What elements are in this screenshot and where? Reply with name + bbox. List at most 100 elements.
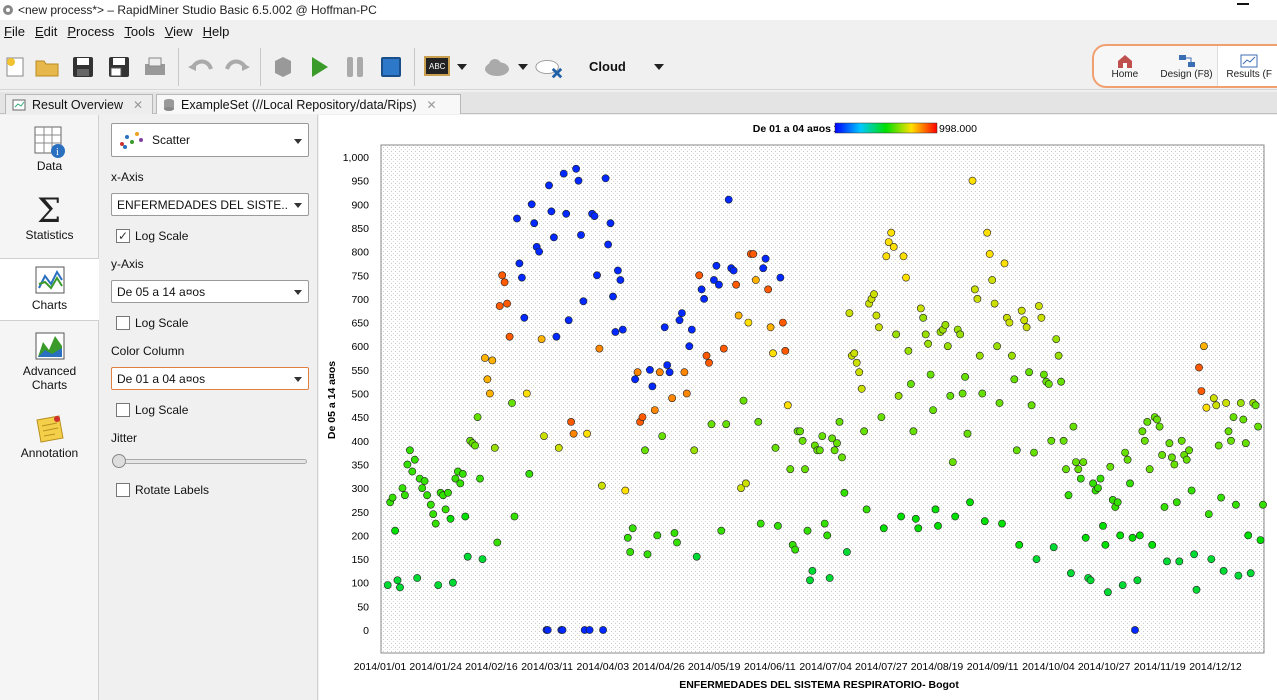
menu-file[interactable]: File <box>4 23 25 39</box>
data-point <box>879 524 888 533</box>
perspective-results[interactable]: Results (F <box>1217 46 1277 86</box>
data-point <box>808 566 817 575</box>
data-point <box>990 299 999 308</box>
x-axis-title: ENFERMEDADES DEL SISTEMA RESPIRATORIO- B… <box>679 679 959 691</box>
save-button[interactable] <box>68 52 98 82</box>
view-sidebar: i Data Σ Statistics Charts Advanced Char… <box>0 115 99 700</box>
run-button[interactable] <box>304 52 334 82</box>
sidebar-item-data[interactable]: i Data <box>0 125 99 173</box>
menu-view[interactable]: View <box>164 23 193 39</box>
data-point <box>1020 316 1029 325</box>
data-point <box>638 413 647 421</box>
cloud-dropdown[interactable] <box>654 64 664 70</box>
y-tick-label: 400 <box>351 436 369 448</box>
sidebar-item-advanced-charts[interactable]: Advanced Charts <box>0 330 99 392</box>
color-column-select[interactable]: De 01 a 04 a¤os <box>111 367 309 390</box>
x-tick-label: 2014/07/04 <box>799 661 852 673</box>
print-button[interactable] <box>140 52 170 82</box>
menu-tools[interactable]: Tools <box>124 23 155 39</box>
tab-exampleset[interactable]: ExampleSet (//Local Repository/data/Rips… <box>156 94 461 114</box>
data-point <box>1035 302 1043 310</box>
redo-button[interactable] <box>222 52 252 82</box>
data-point <box>843 548 851 556</box>
y-tick-label: 300 <box>351 483 369 495</box>
y-log-scale-checkbox[interactable]: Log Scale <box>116 316 188 330</box>
color-log-scale-checkbox[interactable]: Log Scale <box>116 403 188 417</box>
scatter-chart[interactable]: De 01 a 04 a¤os1.009998.000 1,000 950 900 85… <box>319 115 1277 700</box>
menu-edit[interactable]: Edit <box>34 23 58 39</box>
rotate-labels-checkbox[interactable]: Rotate Labels <box>116 483 209 497</box>
undo-button[interactable] <box>186 52 216 82</box>
x-log-scale-checkbox[interactable]: ✓ Log Scale <box>116 229 189 243</box>
data-point <box>1030 448 1038 457</box>
data-point <box>778 318 787 327</box>
cloud-upload-button[interactable] <box>482 52 512 82</box>
x-axis-select[interactable]: ENFERMEDADES DEL SISTE... <box>111 193 309 216</box>
data-point <box>1185 446 1193 455</box>
data-point <box>562 209 571 218</box>
data-point <box>418 484 427 492</box>
perspective-home[interactable]: Home <box>1094 46 1156 86</box>
pause-button[interactable] <box>340 52 370 82</box>
data-point <box>643 550 652 559</box>
data-point <box>515 259 524 268</box>
validate-dropdown[interactable] <box>457 64 467 70</box>
save-icon <box>73 57 93 77</box>
data-point <box>875 323 883 332</box>
cloud-label[interactable]: Cloud <box>589 59 626 74</box>
cloud-disconnected-button[interactable] <box>534 52 564 82</box>
sidebar-item-annotation[interactable]: Annotation <box>0 412 99 460</box>
data-point <box>633 368 642 377</box>
jitter-slider-track[interactable] <box>115 459 307 464</box>
tab-result-overview[interactable]: Result Overview ✕ <box>5 94 153 114</box>
data-point <box>759 264 768 273</box>
close-tab-icon[interactable]: ✕ <box>133 97 144 112</box>
y-tick-label: 450 <box>351 412 369 424</box>
data-point <box>796 427 804 436</box>
validate-button[interactable]: ABC <box>422 52 452 82</box>
data-point <box>540 432 548 440</box>
data-point <box>852 358 861 367</box>
data-point <box>599 626 607 634</box>
data-point <box>1057 377 1065 386</box>
legend-max: 998.000 <box>939 123 977 135</box>
y-axis-select[interactable]: De 05 a 14 a¤os <box>111 280 309 303</box>
perspective-design[interactable]: Design (F8) <box>1156 46 1218 86</box>
legend-gradient <box>834 122 938 134</box>
data-point <box>830 446 839 455</box>
chart-type-select[interactable]: Scatter <box>111 123 309 157</box>
new-process-button[interactable] <box>0 52 30 82</box>
chart-panel: De 01 a 04 a¤os1.009998.000 1,000 950 900 85… <box>319 115 1277 700</box>
data-point <box>554 443 563 452</box>
data-point <box>579 297 588 306</box>
data-point <box>1170 460 1179 469</box>
y-tick-label: 100 <box>351 578 369 590</box>
open-button[interactable] <box>32 52 62 82</box>
close-tab-icon[interactable]: ✕ <box>426 97 437 112</box>
menu-process[interactable]: Process <box>67 23 115 39</box>
design-icon <box>1178 55 1195 67</box>
data-point <box>1101 540 1110 549</box>
data-point <box>995 399 1004 407</box>
y-tick-label: 750 <box>351 270 369 282</box>
data-point <box>434 581 443 589</box>
data-point <box>838 453 846 462</box>
data-point <box>535 247 543 256</box>
data-point <box>510 512 519 521</box>
x-tick-label: 2014/01/01 <box>354 661 407 673</box>
run-repeat-button[interactable] <box>268 52 298 82</box>
data-point <box>513 214 521 223</box>
cloud-upload-dropdown[interactable] <box>518 64 528 70</box>
stop-button[interactable] <box>376 52 406 82</box>
data-point <box>791 545 800 554</box>
minimize-button[interactable] <box>1237 3 1249 5</box>
data-point <box>658 432 667 440</box>
menu-help[interactable]: Help <box>202 23 230 39</box>
sidebar-item-statistics[interactable]: Σ Statistics <box>25 192 74 242</box>
data-point <box>902 273 910 282</box>
jitter-slider-thumb[interactable] <box>112 454 126 468</box>
sidebar-item-charts[interactable]: Charts <box>0 258 99 321</box>
save-as-button[interactable] <box>104 52 134 82</box>
data-point <box>574 176 583 185</box>
data-point <box>951 512 960 521</box>
